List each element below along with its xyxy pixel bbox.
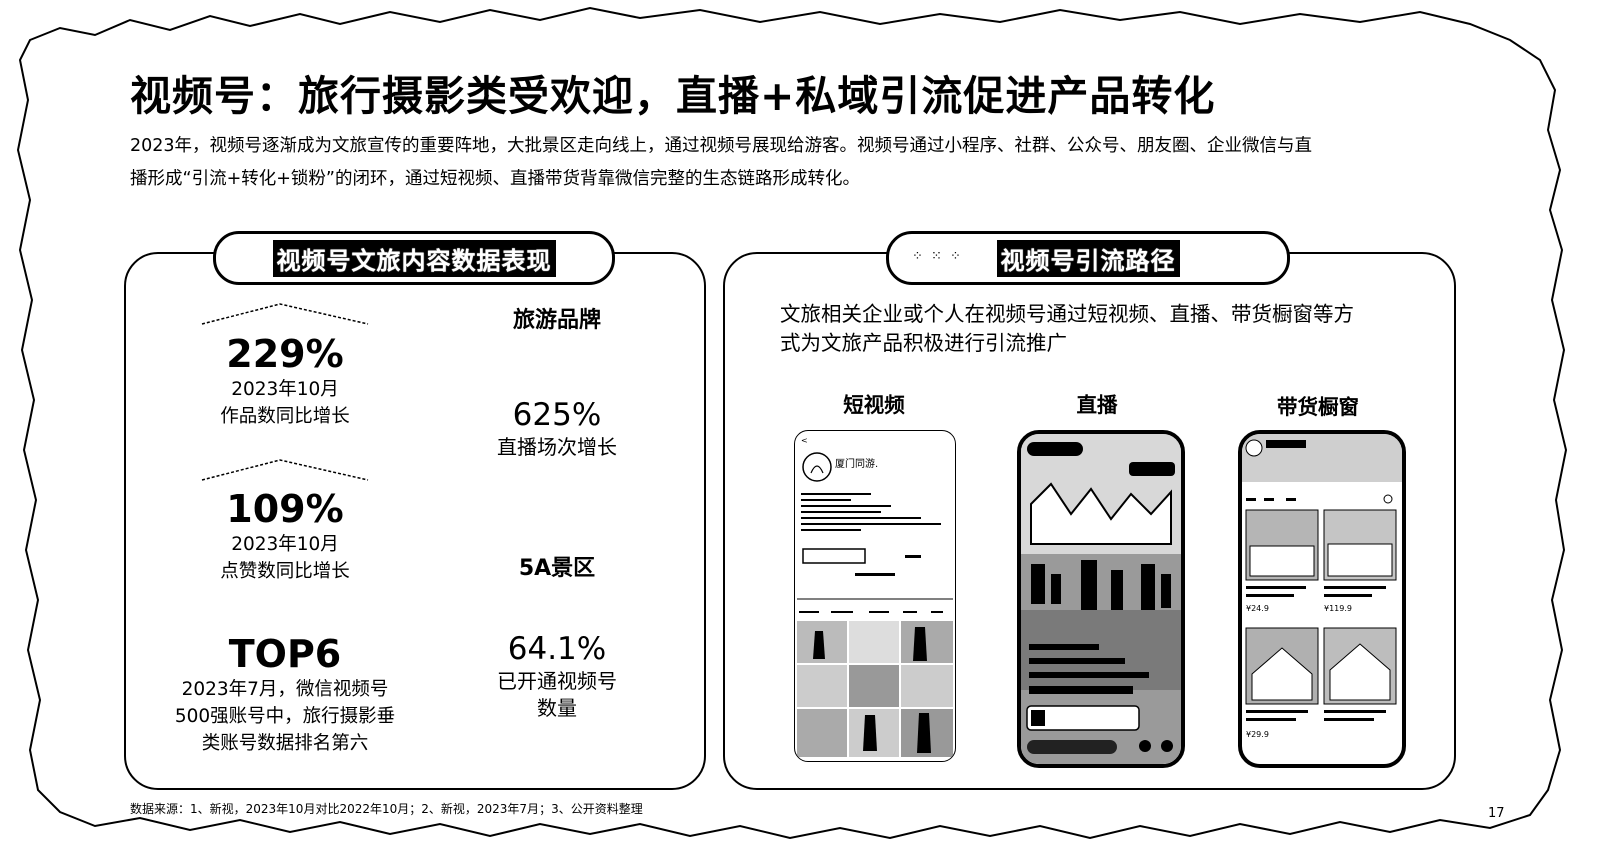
short-video-screen: <: [797, 436, 953, 757]
page-title: 视频号：旅行摄影类受欢迎，直播+私域引流促进产品转化: [130, 72, 1216, 120]
stat-likes: 109% 2023年10月 点赞数同比增长: [180, 487, 390, 585]
stat-brand-value: 625%: [512, 397, 602, 433]
phone-label-showcase: 带货橱窗: [1277, 395, 1359, 419]
stat-works-value: 229%: [226, 332, 344, 376]
content-data-panel: [124, 252, 706, 790]
content-data-heading-pill: 视频号文旅内容数据表现: [213, 231, 615, 285]
product-price-1: ¥24.9: [1246, 604, 1269, 613]
phone-live-stream: [1017, 430, 1185, 768]
product-price-3: ¥29.9: [1246, 730, 1269, 739]
product-price-2: ¥119.9: [1324, 604, 1352, 613]
stat-likes-value: 109%: [226, 487, 344, 531]
data-source-note: 数据来源：1、新视，2023年10月对比2022年10月；2、新视，2023年7…: [130, 802, 643, 816]
follow-button: [802, 548, 866, 564]
content-data-heading: 视频号文旅内容数据表现: [272, 239, 556, 277]
stat-brand-caption: 直播场次增长: [497, 435, 617, 459]
stat-scenic-caption-1: 已开通视频号: [497, 669, 617, 693]
stat-ranking-caption-3: 类账号数据排名第六: [201, 733, 369, 754]
page-number: 17: [1488, 806, 1505, 821]
stat-likes-caption-1: 2023年10月: [231, 534, 339, 555]
product-card: [1026, 705, 1140, 731]
stat-brand-title: 旅游品牌: [512, 308, 601, 333]
stat-scenic-value: 64.1%: [507, 631, 607, 667]
stat-works-caption-1: 2023年10月: [231, 379, 339, 400]
intro-paragraph: 2023年，视频号逐渐成为文旅宣传的重要阵地，大批景区走向线上，通过视频号展现给…: [130, 130, 1445, 196]
stat-ranking-caption-1: 2023年7月，微信视频号: [181, 679, 389, 700]
stat-ranking-value: TOP6: [228, 632, 342, 676]
stat-scenic: 5A景区 64.1% 已开通视频号 数量: [462, 554, 652, 722]
stat-works: 229% 2023年10月 作品数同比增长: [180, 332, 390, 430]
phone-label-short-video: 短视频: [843, 393, 905, 417]
stat-likes-caption-2: 点赞数同比增长: [220, 561, 350, 582]
stat-scenic-title: 5A景区: [518, 556, 596, 581]
traffic-path-heading-pill: 视频号引流路径: [886, 231, 1290, 285]
profile-avatar: [802, 452, 832, 482]
traffic-path-intro: 文旅相关企业或个人在视频号通过短视频、直播、带货橱窗等方 式为文旅产品积极进行引…: [780, 300, 1410, 358]
stat-brand: 旅游品牌 625% 直播场次增长: [462, 306, 652, 461]
video-thumbnails: [797, 621, 953, 757]
stat-ranking: TOP6 2023年7月，微信视频号 500强账号中，旅行摄影垂 类账号数据排名…: [150, 632, 420, 757]
stat-scenic-caption-2: 数量: [537, 696, 577, 720]
phone-short-video: < 厦门同游.: [794, 430, 956, 762]
intro-line-2: 播形成“引流+转化+锁粉”的闭环，通过短视频、直播带货背靠微信完整的生态链路形成…: [130, 169, 860, 189]
traffic-path-intro-1: 文旅相关企业或个人在视频号通过短视频、直播、带货橱窗等方: [780, 302, 1354, 326]
traffic-path-heading: 视频号引流路径: [996, 239, 1180, 277]
product-showcase-screen: [1242, 434, 1402, 721]
phone-label-live: 直播: [1076, 393, 1118, 417]
stat-ranking-caption-2: 500强账号中，旅行摄影垂: [174, 706, 396, 727]
product-grid: [1245, 509, 1397, 721]
live-stream-screen: [1021, 434, 1181, 764]
svg-text:<: <: [801, 436, 808, 445]
phone-product-showcase: ¥24.9 ¥119.9 ¥29.9: [1238, 430, 1406, 768]
stat-deco-line-1: [201, 303, 369, 325]
intro-line-1: 2023年，视频号逐渐成为文旅宣传的重要阵地，大批景区走向线上，通过视频号展现给…: [130, 136, 1313, 156]
stat-works-caption-2: 作品数同比增长: [220, 406, 350, 427]
profile-name: 厦门同游.: [835, 459, 879, 470]
stat-deco-line-2: [201, 459, 369, 481]
pill-decoration: ⁘ ⁙ ⁘: [912, 249, 963, 264]
traffic-path-intro-2: 式为文旅产品积极进行引流推广: [780, 331, 1067, 355]
